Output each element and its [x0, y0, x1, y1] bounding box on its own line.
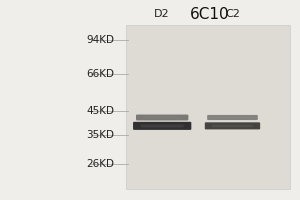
Text: C2: C2 — [225, 9, 240, 19]
Text: 26KD: 26KD — [86, 159, 114, 169]
Text: 45KD: 45KD — [86, 106, 114, 116]
FancyBboxPatch shape — [207, 115, 258, 120]
Text: 66KD: 66KD — [86, 69, 114, 79]
Text: D2: D2 — [154, 9, 170, 19]
FancyBboxPatch shape — [136, 115, 188, 120]
FancyBboxPatch shape — [133, 122, 191, 130]
Text: 94KD: 94KD — [86, 35, 114, 45]
FancyBboxPatch shape — [126, 25, 290, 189]
Text: 6C10: 6C10 — [190, 7, 229, 22]
Text: 35KD: 35KD — [86, 130, 114, 140]
FancyBboxPatch shape — [141, 125, 184, 127]
FancyBboxPatch shape — [205, 122, 260, 129]
FancyBboxPatch shape — [212, 125, 253, 127]
FancyBboxPatch shape — [214, 117, 251, 119]
FancyBboxPatch shape — [143, 116, 182, 119]
